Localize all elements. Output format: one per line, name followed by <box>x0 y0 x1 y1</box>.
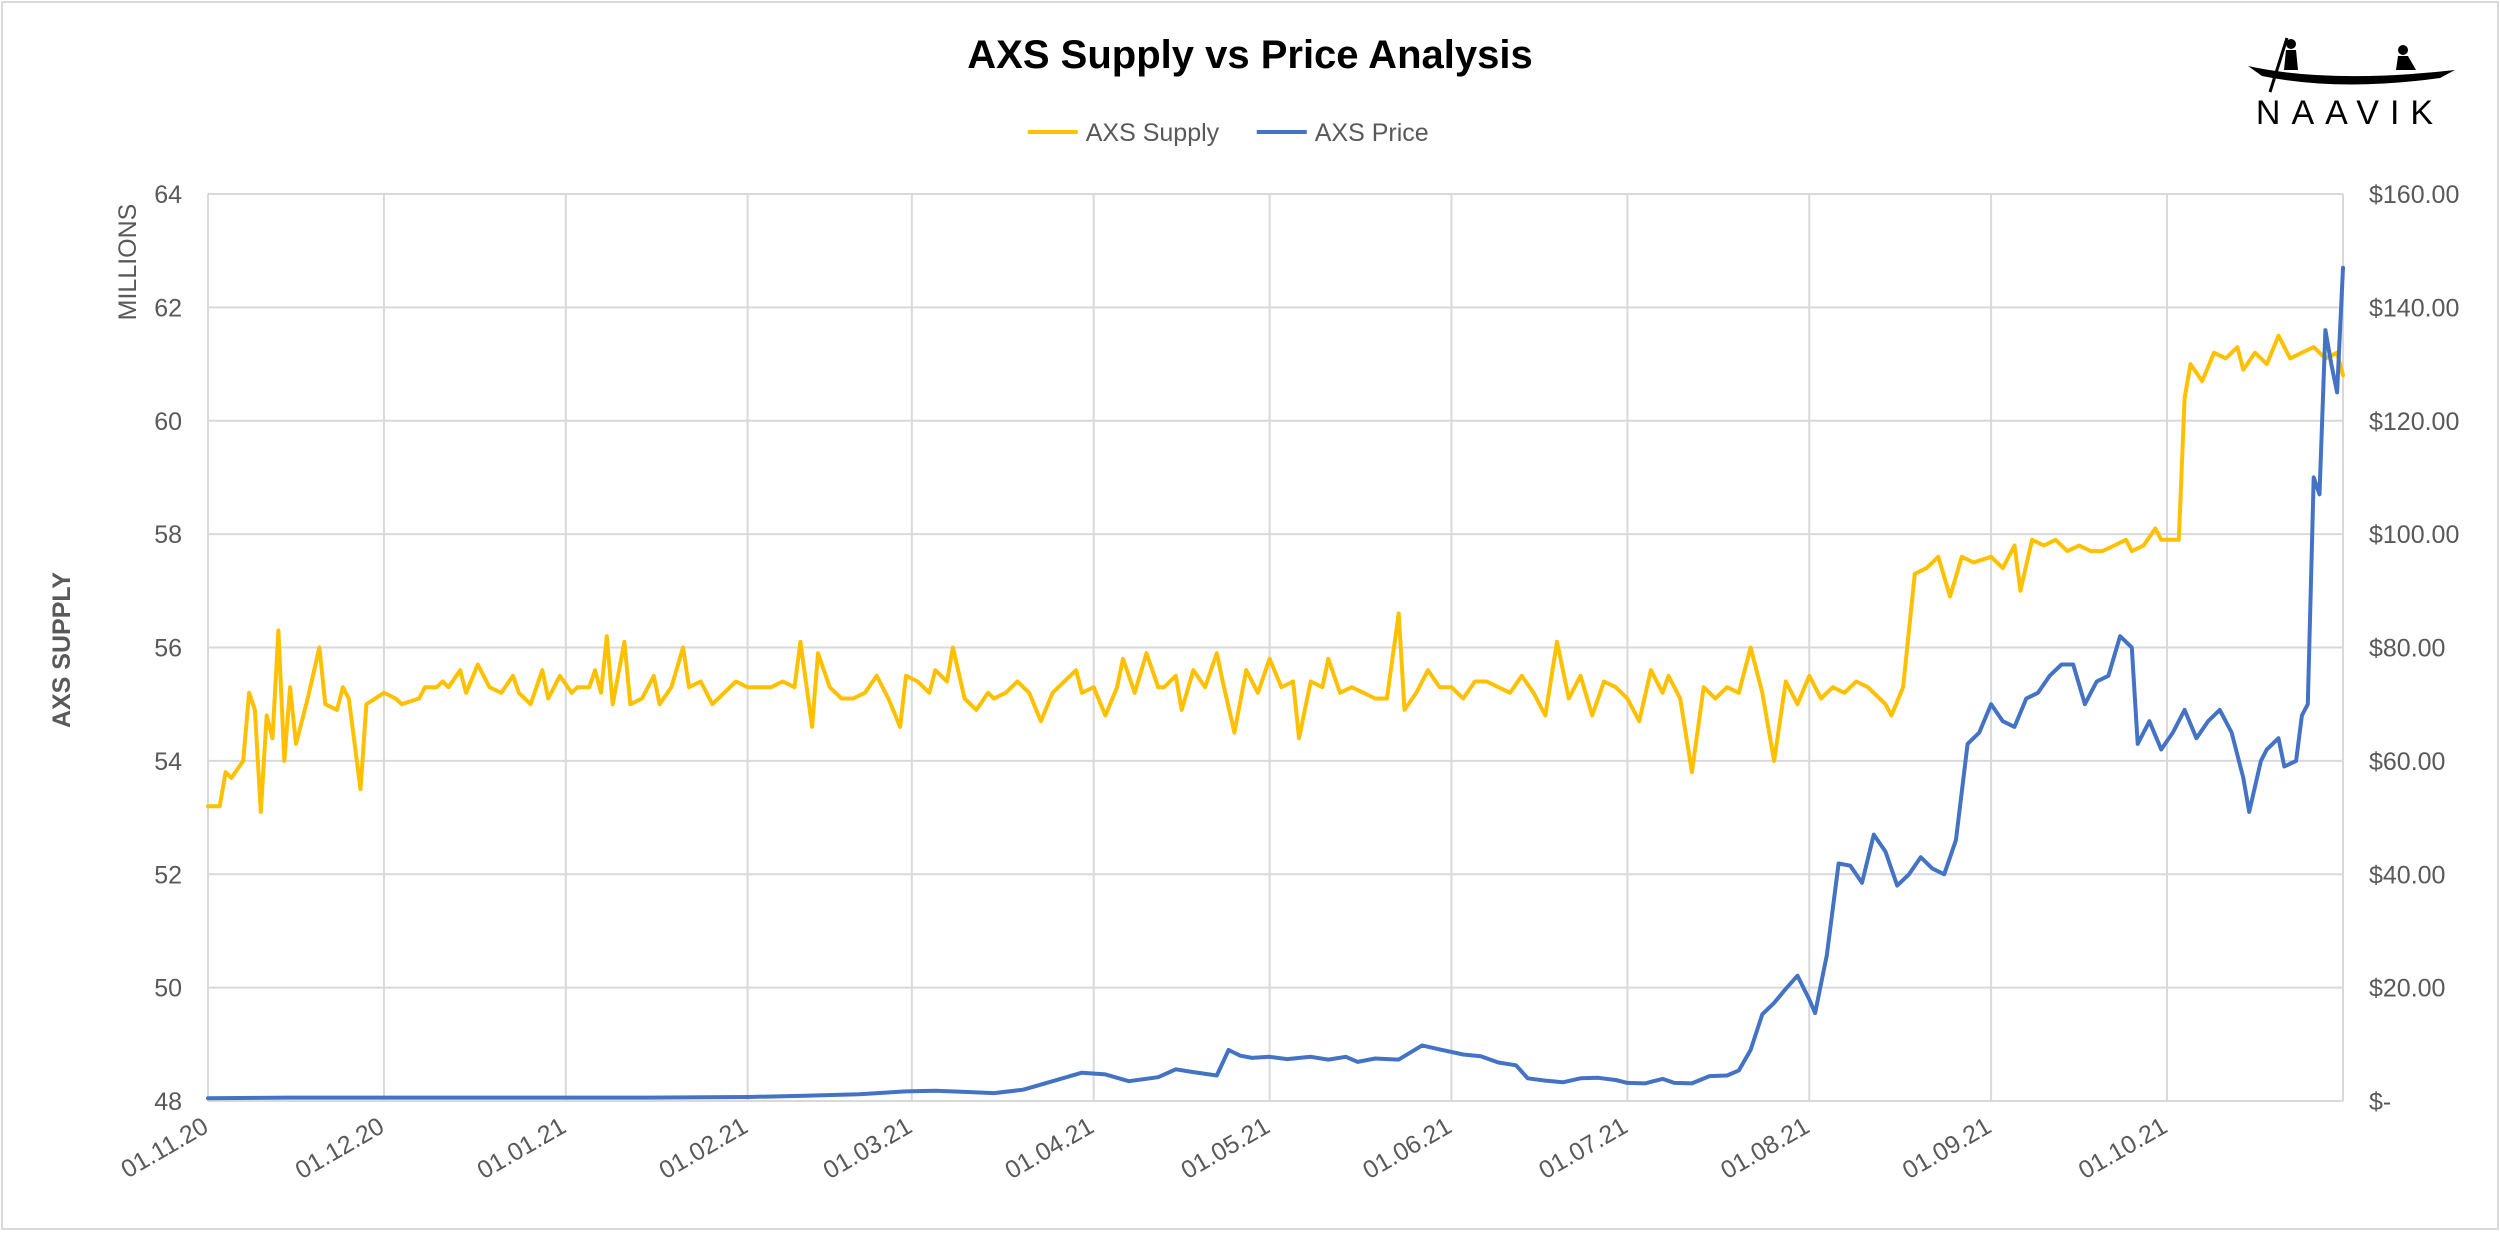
legend-label: AXS Supply <box>1086 119 1220 147</box>
right-tick-label: $160.00 <box>2369 181 2459 209</box>
legend-item-axs-price: AXS Price <box>1256 119 1429 147</box>
right-tick-label: $100.00 <box>2369 521 2459 549</box>
naavik-logo: NAAVIK <box>2248 37 2455 132</box>
series-group <box>206 265 2345 1101</box>
right-tick-label: $60.00 <box>2369 748 2445 776</box>
right-tick-label: $120.00 <box>2369 408 2459 436</box>
axs-price-line <box>206 265 2345 1101</box>
legend-label: AXS Price <box>1315 119 1429 147</box>
legend-item-axs-supply: AXS Supply <box>1027 119 1220 147</box>
grid <box>207 193 2344 1102</box>
left-tick-label: 62 <box>154 294 182 322</box>
left-tick-label: 56 <box>154 635 182 663</box>
right-tick-label: $40.00 <box>2369 861 2445 889</box>
right-tick-label: $20.00 <box>2369 975 2445 1003</box>
y-unit-label: MILLIONS <box>114 204 142 321</box>
boat-icon <box>2248 37 2455 93</box>
left-tick-label: 50 <box>154 975 182 1003</box>
left-axis-ticks: 48 50 52 54 56 58 60 62 64 <box>154 181 182 1116</box>
left-tick-label: 58 <box>154 521 182 549</box>
right-tick-label: $80.00 <box>2369 635 2445 663</box>
legend: AXS Supply AXS Price <box>1027 119 1429 147</box>
chart-title: AXS Supply vs Price Analysis <box>967 33 1532 77</box>
right-axis-ticks: $- $20.00 $40.00 $60.00 $80.00 $100.00 $120.00… <box>2369 181 2459 1116</box>
left-tick-label: 54 <box>154 748 182 776</box>
left-tick-label: 60 <box>154 408 182 436</box>
axs-supply-line <box>206 333 2345 814</box>
left-tick-label: 64 <box>154 181 182 209</box>
right-tick-label: $- <box>2369 1088 2391 1116</box>
y-axis-title: AXS SUPPLY <box>48 572 76 728</box>
logo-text: NAAVIK <box>2256 94 2444 132</box>
left-tick-label: 52 <box>154 861 182 889</box>
right-tick-label: $140.00 <box>2369 294 2459 322</box>
left-tick-label: 48 <box>154 1088 182 1116</box>
